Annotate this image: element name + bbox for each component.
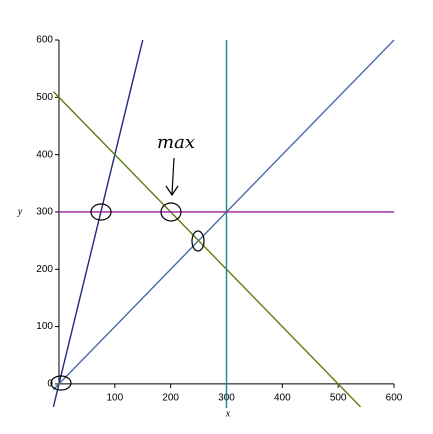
annotation: max — [157, 132, 195, 153]
y-tick-label: 200 — [36, 264, 53, 275]
y-tick-label: 100 — [36, 321, 53, 332]
arrow — [165, 157, 179, 197]
annotation-marks — [50, 157, 205, 391]
x-tick-label: 500 — [330, 393, 347, 404]
x-tick-label: 600 — [386, 393, 403, 404]
y-tick-label: 300 — [36, 207, 53, 218]
circle — [191, 230, 205, 252]
x-axis-label: x — [225, 408, 231, 419]
x-tick-label: 400 — [274, 393, 291, 404]
circle — [50, 375, 72, 391]
y-axis-label: y — [17, 206, 23, 217]
x-tick-label: 200 — [162, 393, 179, 404]
line — [52, 39, 395, 391]
x-tick-label: 100 — [106, 393, 123, 404]
y-tick-label: 500 — [36, 92, 53, 103]
y-tick-label: 400 — [36, 149, 53, 160]
line — [52, 91, 361, 408]
line — [52, 39, 144, 408]
y-tick-label: 0 — [47, 379, 53, 390]
circle — [160, 202, 182, 222]
y-tick-label: 600 — [36, 35, 53, 46]
circle — [90, 203, 112, 221]
